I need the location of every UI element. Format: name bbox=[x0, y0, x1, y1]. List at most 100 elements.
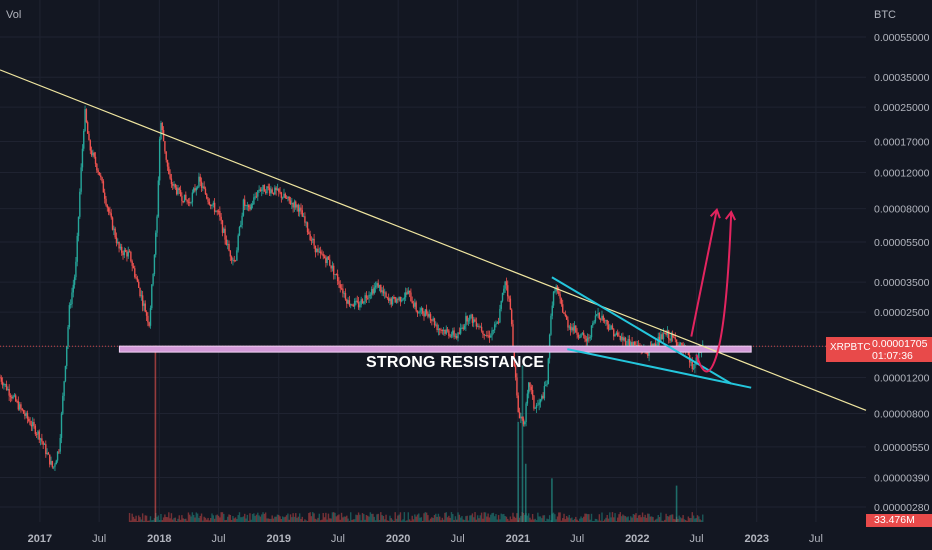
candle-body bbox=[233, 259, 235, 261]
volume-bar bbox=[287, 513, 289, 522]
volume-bar bbox=[593, 520, 595, 522]
volume-bar bbox=[449, 517, 451, 522]
candle-body bbox=[261, 189, 263, 191]
candle-body bbox=[503, 288, 505, 293]
volume-bar bbox=[403, 512, 406, 522]
volume-bar bbox=[499, 519, 501, 522]
candle-body bbox=[445, 329, 447, 334]
candle-body bbox=[429, 314, 432, 321]
candle-body bbox=[246, 205, 249, 206]
candle-body bbox=[543, 385, 546, 399]
volume-bar bbox=[283, 517, 285, 522]
candle-body bbox=[34, 425, 37, 435]
volume-bar bbox=[589, 519, 591, 522]
volume-bar bbox=[196, 513, 199, 522]
volume-bar bbox=[364, 519, 366, 522]
candle-body bbox=[103, 192, 106, 199]
y-tick-label-14: 0.00000280 bbox=[874, 502, 930, 514]
candle-body bbox=[346, 299, 348, 304]
volume-bar bbox=[599, 520, 602, 522]
volume-bar bbox=[440, 520, 442, 522]
volume-bar bbox=[522, 512, 525, 522]
candle-body bbox=[77, 216, 80, 237]
volume-bar bbox=[662, 520, 665, 522]
candle-body bbox=[671, 333, 674, 338]
candle-body bbox=[465, 316, 467, 326]
candle-body bbox=[408, 290, 411, 293]
volume-bar bbox=[130, 520, 132, 522]
candle-body bbox=[322, 254, 324, 257]
volume-bar bbox=[183, 518, 186, 522]
volume-bar bbox=[191, 512, 194, 522]
candle-body bbox=[421, 308, 424, 314]
candle-body bbox=[694, 363, 696, 369]
candle-body bbox=[17, 401, 20, 410]
candle-body bbox=[97, 170, 99, 173]
volume-bar bbox=[223, 513, 225, 522]
candle-body bbox=[442, 329, 445, 331]
volume-bar bbox=[138, 515, 140, 522]
candle-body bbox=[475, 321, 478, 327]
volume-bar bbox=[636, 517, 639, 522]
candle-body bbox=[140, 295, 143, 297]
volume-bar bbox=[374, 520, 377, 522]
volume-bar bbox=[224, 520, 226, 522]
volume-bar bbox=[673, 518, 675, 522]
volume-bar bbox=[344, 516, 347, 522]
candle-body bbox=[12, 396, 14, 399]
candle-body bbox=[90, 150, 93, 156]
candle-body bbox=[520, 416, 522, 419]
candle-body bbox=[486, 335, 488, 336]
volume-bar bbox=[695, 518, 697, 522]
x-tick-label-13: Jul bbox=[809, 533, 823, 545]
candle-body bbox=[8, 389, 10, 396]
volume-bar bbox=[198, 517, 200, 522]
volume-bar bbox=[144, 515, 146, 522]
volume-bar bbox=[431, 517, 433, 522]
volume-bar bbox=[505, 516, 508, 522]
candle-body bbox=[564, 314, 567, 316]
volume-bar bbox=[577, 520, 580, 522]
candle-body bbox=[435, 324, 437, 326]
candle-body bbox=[329, 259, 331, 266]
volume-bar bbox=[350, 512, 352, 522]
candle-body bbox=[482, 330, 484, 335]
candle-body bbox=[55, 460, 57, 465]
volume-bar bbox=[384, 519, 386, 522]
candle-body bbox=[558, 291, 560, 295]
y-tick-label-2: 0.00025000 bbox=[874, 102, 930, 114]
volume-bar bbox=[327, 513, 330, 522]
candle-body bbox=[339, 284, 341, 289]
candle-body bbox=[450, 334, 453, 337]
candle-body bbox=[229, 250, 232, 257]
candle-body bbox=[470, 314, 472, 316]
candle-body bbox=[130, 252, 132, 262]
volume-bar bbox=[626, 517, 628, 522]
candle-body bbox=[433, 318, 436, 326]
volume-bar bbox=[369, 512, 372, 522]
candle-body bbox=[385, 292, 387, 298]
volume-bar bbox=[237, 515, 239, 522]
volume-badge: 33.476M bbox=[866, 514, 932, 527]
volume-bar bbox=[272, 518, 275, 522]
candle-body bbox=[1, 381, 4, 386]
volume-bar bbox=[698, 516, 700, 522]
candle-body bbox=[619, 335, 622, 340]
candle-body bbox=[609, 328, 611, 330]
volume-bar bbox=[132, 516, 135, 522]
volume-bar bbox=[141, 513, 144, 522]
volume-bar bbox=[423, 513, 425, 522]
candle-body bbox=[202, 186, 204, 188]
candle-body bbox=[304, 216, 306, 223]
volume-bar bbox=[579, 518, 581, 522]
candle-body bbox=[589, 337, 591, 339]
volume-bar bbox=[552, 512, 555, 522]
candle-body bbox=[16, 401, 18, 402]
volume-bar bbox=[524, 514, 526, 522]
candle-body bbox=[33, 422, 35, 426]
volume-bar bbox=[251, 514, 254, 522]
candle-body bbox=[4, 384, 6, 385]
candle-body bbox=[394, 297, 396, 303]
